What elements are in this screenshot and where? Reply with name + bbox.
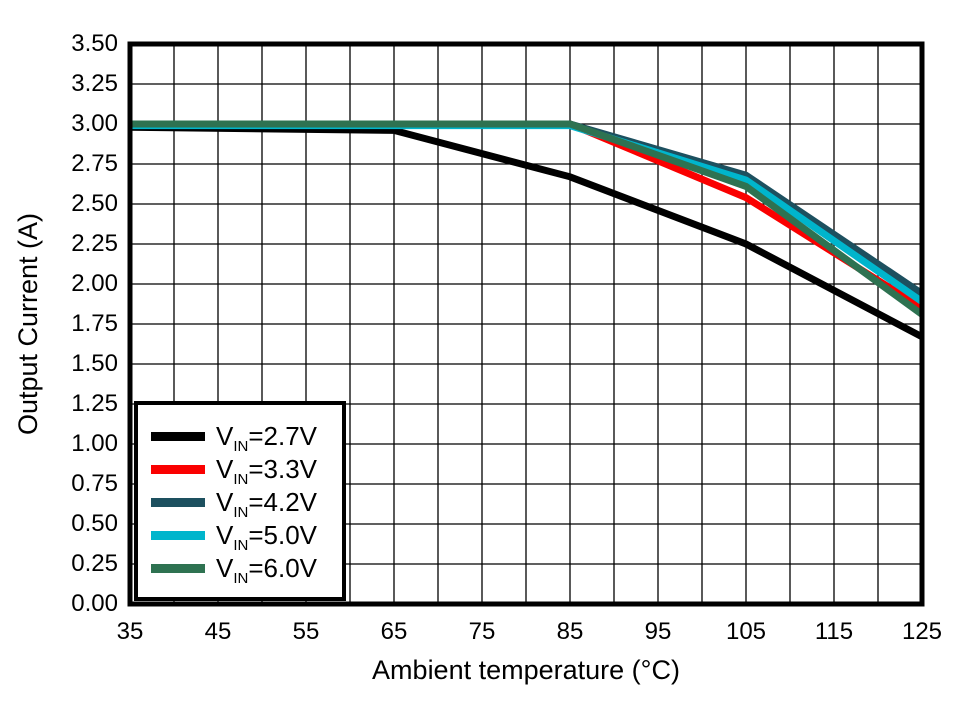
legend-box: VIN=2.7V VIN=3.3V VIN=4.2V VIN=5.0V VIN=6.0V (134, 401, 346, 601)
legend-item-vin-2-7v: VIN=2.7V (138, 420, 342, 456)
legend-label: VIN=4.2V (216, 487, 318, 522)
legend-label: VIN=5.0V (216, 520, 318, 555)
x-tick-label: 95 (644, 618, 672, 645)
x-tick-label: 85 (556, 618, 584, 645)
legend-label: VIN=3.3V (216, 454, 318, 489)
y-tick-label: 0.00 (71, 590, 118, 617)
y-tick-label: 1.50 (71, 350, 118, 377)
x-tick-label: 45 (204, 618, 232, 645)
legend-label-subscript: IN (233, 471, 249, 489)
y-tick-label: 1.75 (71, 310, 118, 337)
legend-label-value: =2.7V (248, 421, 318, 451)
y-tick-label: 0.50 (71, 510, 118, 537)
legend-label: VIN=6.0V (216, 553, 318, 588)
series-line-vin-6-0v (130, 120, 925, 318)
y-tick-label: 2.00 (71, 270, 118, 297)
legend-label-value: =5.0V (248, 520, 318, 550)
legend-swatch-icon (151, 465, 205, 474)
legend-label-symbol: V (216, 553, 234, 583)
legend-label-value: =6.0V (248, 553, 318, 583)
legend-swatch-icon (151, 498, 205, 507)
legend-label-value: =4.2V (248, 487, 318, 517)
plot-border (127, 41, 925, 607)
legend-swatch-icon (151, 432, 205, 441)
y-tick-label: 3.25 (71, 70, 118, 97)
y-tick-label: 2.50 (71, 190, 118, 217)
x-tick-label: 75 (468, 618, 496, 645)
y-tick-label: 0.75 (71, 470, 118, 497)
y-tick-label: 2.25 (71, 230, 118, 257)
y-tick-label: 0.25 (71, 550, 118, 577)
legend-label-subscript: IN (233, 438, 249, 456)
legend-label-subscript: IN (233, 537, 249, 555)
legend-label-symbol: V (216, 421, 234, 451)
y-tick-label: 3.50 (71, 30, 118, 57)
legend-label-symbol: V (216, 454, 234, 484)
legend-label-symbol: V (216, 520, 234, 550)
y-tick-label: 2.75 (71, 150, 118, 177)
legend-item-vin-3-3v: VIN=3.3V (138, 453, 342, 489)
legend-swatch-icon (151, 564, 205, 573)
legend-label-symbol: V (216, 487, 234, 517)
legend-item-vin-4-2v: VIN=4.2V (138, 486, 342, 522)
legend-label-subscript: IN (233, 570, 249, 588)
x-axis-title: Ambient temperature (°C) (372, 655, 680, 685)
legend-item-vin-5-0v: VIN=5.0V (138, 519, 342, 555)
legend-swatch-icon (151, 531, 205, 540)
legend-item-vin-6-0v: VIN=6.0V (138, 552, 342, 588)
series-line-vin-2-7v (129, 123, 924, 340)
x-tick-label: 115 (814, 618, 854, 645)
y-tick-label: 1.25 (71, 390, 118, 417)
y-tick-label: 1.00 (71, 430, 118, 457)
legend-label-subscript: IN (233, 504, 249, 522)
x-tick-label: 125 (901, 618, 943, 645)
x-tick-label: 35 (116, 618, 144, 645)
x-tick-label: 55 (292, 618, 320, 645)
x-tick-label: 65 (380, 618, 408, 645)
legend-label: VIN=2.7V (216, 421, 318, 456)
legend-label-value: =3.3V (248, 454, 318, 484)
x-tick-label: 105 (725, 618, 767, 645)
y-axis-title: Output Current (A) (13, 212, 43, 436)
y-tick-label: 3.00 (71, 110, 118, 137)
